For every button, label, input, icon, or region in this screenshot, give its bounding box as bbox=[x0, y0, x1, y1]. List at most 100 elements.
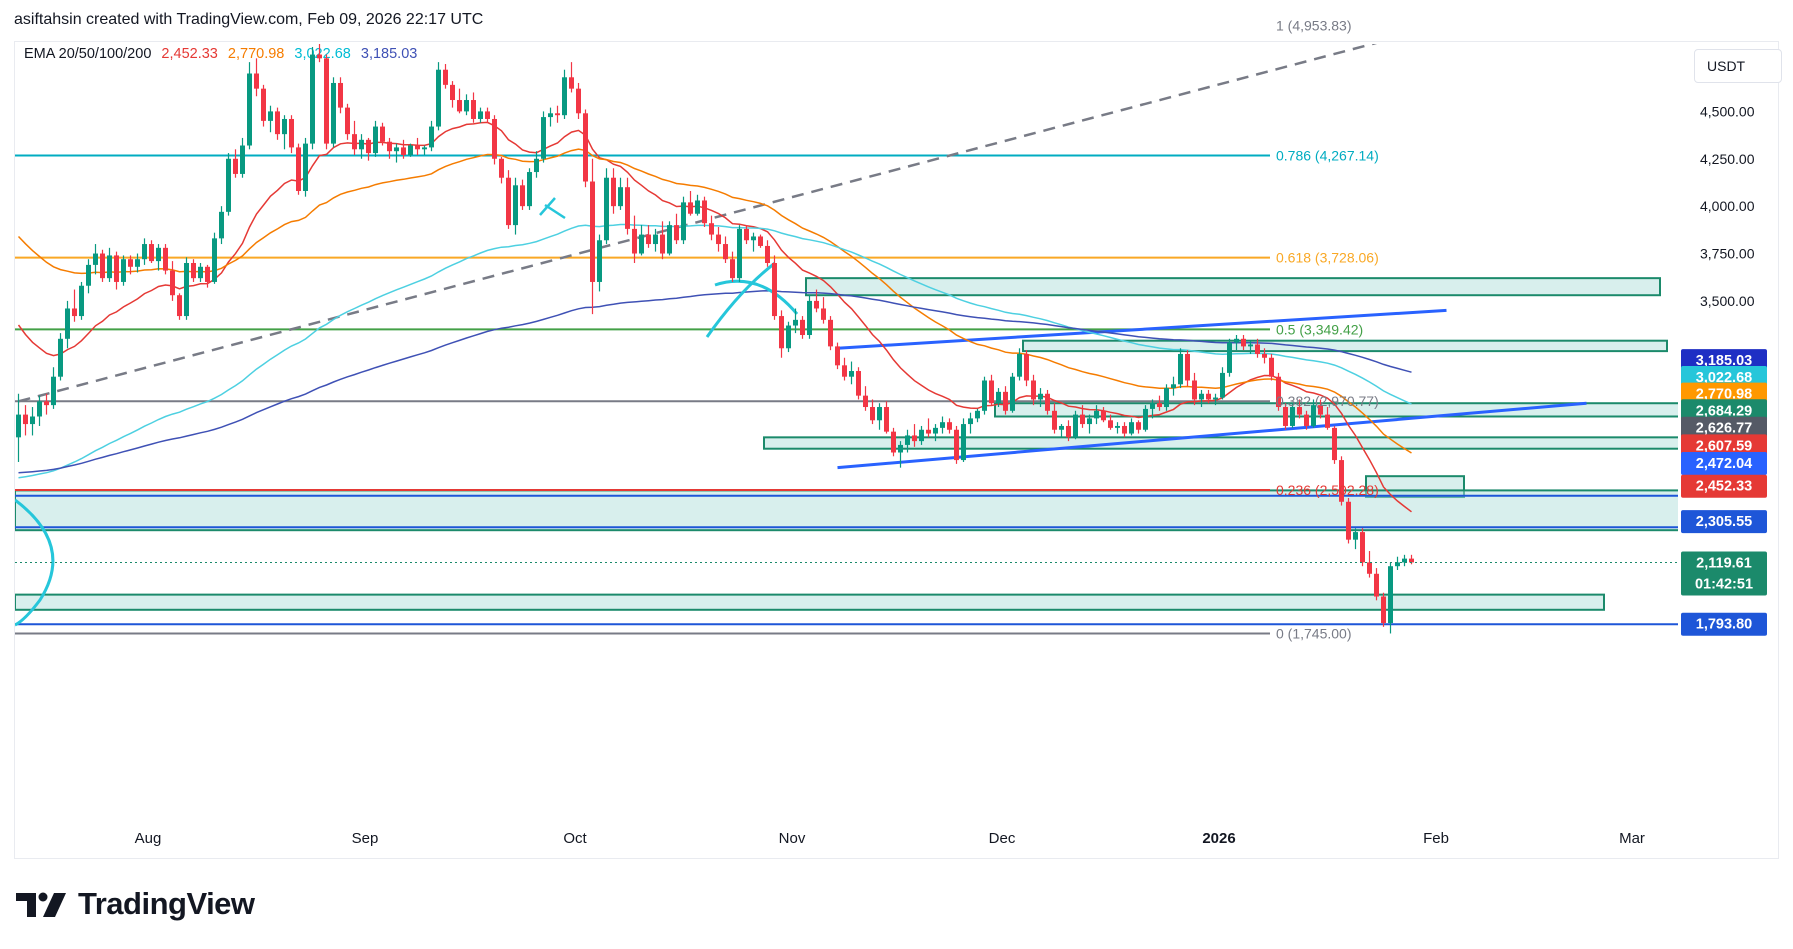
candle bbox=[1248, 340, 1253, 354]
candle bbox=[730, 251, 735, 282]
candle bbox=[1227, 338, 1232, 377]
candle-body bbox=[1206, 393, 1211, 400]
price-badge-8 bbox=[1681, 510, 1767, 534]
ema-legend[interactable]: EMA 20/50/100/200 2,452.33 2,770.98 3,02… bbox=[24, 46, 423, 62]
candle bbox=[37, 395, 42, 426]
candle bbox=[79, 281, 84, 320]
candle bbox=[534, 151, 539, 178]
candle-body bbox=[1143, 408, 1148, 430]
candle bbox=[128, 255, 133, 275]
x-tick-label: Dec bbox=[989, 830, 1016, 847]
candle bbox=[961, 418, 966, 462]
candle-body bbox=[751, 236, 756, 241]
candle bbox=[870, 399, 875, 425]
candle bbox=[226, 153, 231, 216]
candle bbox=[499, 156, 504, 184]
candle-body bbox=[198, 266, 203, 279]
candle-body bbox=[583, 113, 588, 182]
candle-body bbox=[289, 118, 294, 148]
ema-200-value: 3,185.03 bbox=[360, 46, 418, 62]
candle bbox=[268, 105, 273, 133]
candle-body bbox=[1087, 418, 1092, 425]
candle-body bbox=[107, 255, 112, 279]
ema-line-ema-100 bbox=[18, 223, 1412, 479]
candle-body bbox=[1031, 380, 1036, 400]
candle-body bbox=[72, 308, 77, 317]
ema-20-value: 2,452.33 bbox=[161, 46, 218, 62]
candle bbox=[1297, 399, 1302, 419]
candle-body bbox=[891, 431, 896, 453]
candle bbox=[1066, 420, 1071, 442]
candle bbox=[926, 418, 931, 438]
candle-body bbox=[541, 117, 546, 159]
candle bbox=[842, 357, 847, 381]
candle-body bbox=[457, 100, 462, 112]
candle bbox=[702, 196, 707, 227]
candle bbox=[1150, 399, 1155, 419]
candle-body bbox=[709, 223, 714, 235]
candle bbox=[989, 374, 994, 406]
candle bbox=[1325, 407, 1330, 430]
candle-body bbox=[1136, 422, 1141, 430]
candle bbox=[1241, 335, 1246, 351]
candle bbox=[436, 62, 441, 131]
candle-body bbox=[1311, 405, 1316, 426]
candle bbox=[219, 206, 224, 245]
candle bbox=[919, 425, 924, 445]
candle-body bbox=[912, 435, 917, 442]
candle-body bbox=[926, 429, 931, 434]
candle bbox=[674, 213, 679, 245]
candle-body bbox=[681, 202, 686, 241]
candle bbox=[373, 120, 378, 157]
x-tick-label: Sep bbox=[352, 830, 379, 847]
candle bbox=[905, 429, 910, 453]
candle-body bbox=[940, 422, 945, 428]
candle bbox=[1115, 422, 1120, 434]
fib-label-2: 0.618 (3,728.06) bbox=[1276, 250, 1379, 266]
candle bbox=[709, 215, 714, 241]
candle-body bbox=[1108, 420, 1113, 428]
candle-body bbox=[1122, 425, 1127, 434]
x-tick-label: Oct bbox=[563, 830, 587, 847]
candle bbox=[1360, 528, 1365, 567]
candle bbox=[114, 251, 119, 290]
candle-body bbox=[422, 147, 427, 150]
candle bbox=[1185, 350, 1190, 387]
tradingview-brand[interactable]: TradingView bbox=[16, 886, 255, 922]
candle bbox=[450, 81, 455, 108]
candle bbox=[184, 257, 189, 320]
candle-body bbox=[1381, 596, 1386, 624]
candle bbox=[191, 259, 196, 282]
candle-body bbox=[1178, 353, 1183, 385]
candle bbox=[156, 244, 161, 271]
candle bbox=[1255, 338, 1260, 358]
price-badge-6 bbox=[1681, 451, 1767, 475]
candle bbox=[233, 149, 238, 178]
candle bbox=[1073, 410, 1078, 440]
candle bbox=[751, 232, 756, 252]
x-tick-label: 2026 bbox=[1202, 830, 1235, 847]
candle bbox=[639, 225, 644, 256]
zone-box-3 bbox=[763, 436, 1678, 450]
candle-body bbox=[1241, 338, 1246, 347]
candle-body bbox=[338, 82, 343, 108]
candle-body bbox=[450, 84, 455, 101]
candle-body bbox=[1045, 393, 1050, 411]
candle-body bbox=[1304, 414, 1309, 426]
price-badge-text: 3,022.68 bbox=[1696, 370, 1752, 386]
candle-body bbox=[156, 247, 161, 262]
candle bbox=[359, 134, 364, 159]
candle bbox=[604, 168, 609, 245]
candle bbox=[835, 342, 840, 370]
candle-body bbox=[142, 244, 147, 260]
candle bbox=[814, 289, 819, 313]
candle-body bbox=[23, 414, 28, 425]
currency-selector[interactable]: USDT bbox=[1694, 49, 1782, 83]
candle-body bbox=[569, 77, 574, 89]
candle-body bbox=[1024, 353, 1029, 381]
candle bbox=[170, 261, 175, 301]
candle bbox=[240, 137, 245, 178]
price-badge-text: 3,185.03 bbox=[1696, 353, 1752, 369]
candle-body bbox=[1248, 344, 1253, 347]
